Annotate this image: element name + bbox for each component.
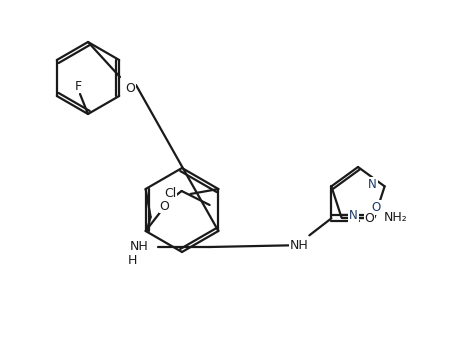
Text: O: O: [372, 201, 381, 214]
Text: NH: NH: [290, 239, 309, 252]
Text: NH: NH: [129, 240, 148, 253]
Text: NH₂: NH₂: [384, 211, 407, 224]
Text: N: N: [349, 209, 358, 222]
Text: F: F: [74, 80, 82, 93]
Text: O: O: [160, 200, 169, 213]
Text: O: O: [125, 82, 135, 95]
Text: Cl: Cl: [164, 188, 176, 201]
Text: H: H: [128, 254, 137, 268]
Text: N: N: [368, 178, 377, 191]
Text: O: O: [364, 212, 374, 225]
